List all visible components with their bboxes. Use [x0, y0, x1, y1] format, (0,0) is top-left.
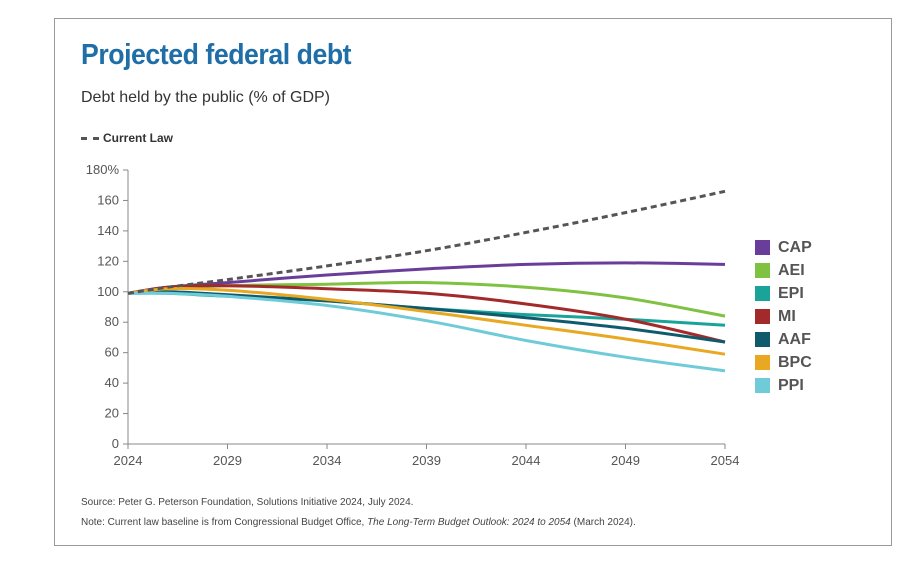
y-tick-label: 140: [97, 223, 119, 238]
legend-item-aaf: AAF: [755, 328, 812, 351]
legend-swatch: [755, 263, 770, 278]
legend-swatch: [755, 309, 770, 324]
dashed-line-icon: [81, 137, 99, 141]
x-tick-label: 2044: [512, 453, 541, 468]
x-tick-label: 2029: [213, 453, 242, 468]
chart-card: Projected federal debt Debt held by the …: [54, 18, 892, 546]
legend-swatch: [755, 240, 770, 255]
legend-label: EPI: [778, 284, 804, 302]
legend-item-bpc: BPC: [755, 351, 812, 374]
note-italic: The Long-Term Budget Outlook: 2024 to 20…: [367, 517, 571, 528]
x-tick-label: 2039: [412, 453, 441, 468]
current-law-legend: Current Law: [81, 131, 173, 145]
series-line-current-law: [127, 189, 726, 295]
y-tick-label: 60: [105, 345, 119, 360]
legend-label: AAF: [778, 330, 811, 348]
legend-item-epi: EPI: [755, 282, 812, 305]
series-line-bpc: [127, 286, 726, 356]
legend-swatch: [755, 355, 770, 370]
legend-item-cap: CAP: [755, 236, 812, 259]
y-tick-label: 0: [112, 436, 119, 451]
legend-label: PPI: [778, 376, 804, 394]
x-tick-label: 2034: [313, 453, 342, 468]
line-chart: 0 20 40 60 80 100 120 140 160 180% 2024 2029 2034 203…: [86, 162, 740, 468]
note-suffix: (March 2024).: [570, 517, 636, 528]
x-tick-label: 2024: [114, 453, 143, 468]
legend-label: BPC: [778, 353, 812, 371]
legend-swatch: [755, 286, 770, 301]
chart-legend: CAP AEI EPI MI AAF BPC PPI: [755, 236, 812, 397]
x-tick-label: 2054: [711, 453, 740, 468]
footnote: Note: Current law baseline is from Congr…: [81, 517, 636, 528]
chart-title: Projected federal debt: [81, 39, 352, 71]
series-line-ppi: [127, 291, 726, 373]
y-tick-label: 160: [97, 192, 119, 207]
legend-swatch: [755, 378, 770, 393]
y-tick-label: 80: [105, 314, 119, 329]
series-line-mi: [127, 284, 726, 344]
legend-swatch: [755, 332, 770, 347]
legend-item-ppi: PPI: [755, 374, 812, 397]
y-tick-label: 120: [97, 253, 119, 268]
chart-subtitle: Debt held by the public (% of GDP): [81, 89, 331, 106]
legend-item-mi: MI: [755, 305, 812, 328]
legend-label: CAP: [778, 238, 812, 256]
y-tick-label: 180%: [86, 162, 120, 177]
source-note: Source: Peter G. Peterson Foundation, So…: [81, 497, 414, 508]
note-prefix: Note: Current law baseline is from Congr…: [81, 517, 368, 528]
x-tick-label: 2049: [611, 453, 640, 468]
chart-lines: [127, 189, 726, 373]
legend-label: MI: [778, 307, 796, 325]
y-tick-label: 40: [105, 375, 119, 390]
series-line-aaf: [127, 290, 726, 344]
legend-label: AEI: [778, 261, 805, 279]
legend-item-aei: AEI: [755, 259, 812, 282]
current-law-label: Current Law: [103, 131, 174, 145]
y-tick-label: 20: [105, 406, 119, 421]
chart-axes: 0 20 40 60 80 100 120 140 160 180% 2024 2029 2034 203…: [86, 162, 740, 468]
y-tick-label: 100: [97, 284, 119, 299]
